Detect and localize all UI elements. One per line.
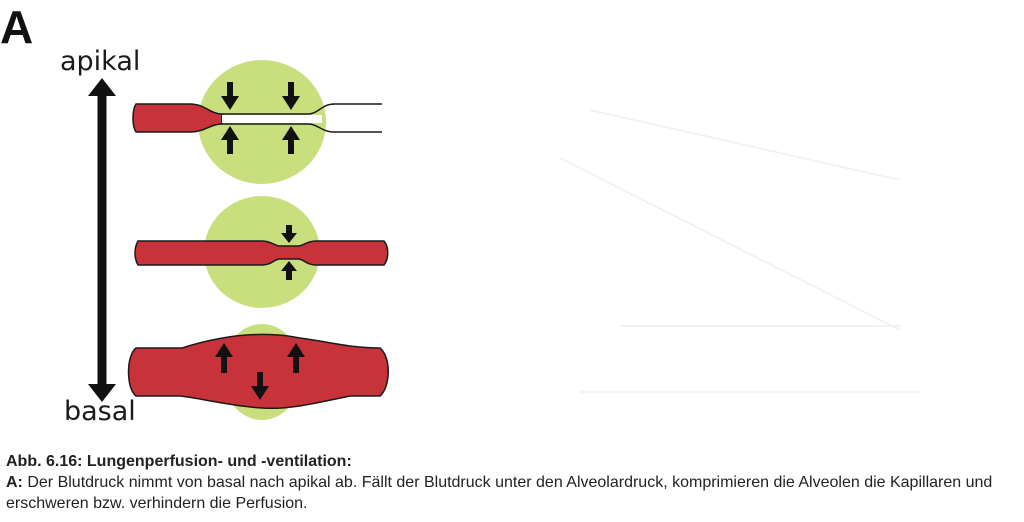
caption-body: A: Der Blutdruck nimmt von basal nach ap… bbox=[6, 472, 1022, 514]
faded-panel-b bbox=[559, 109, 920, 393]
axis-label-apikal: apikal bbox=[60, 46, 141, 77]
pressure-axis-arrow bbox=[88, 78, 116, 402]
pressure-arrows-middle bbox=[281, 225, 297, 280]
pressure-arrows-basal bbox=[215, 343, 305, 400]
panel-letter: A bbox=[0, 1, 34, 53]
caption-prefix: A: bbox=[6, 474, 23, 491]
caption-text: Der Blutdruck nimmt von basal nach apika… bbox=[6, 474, 993, 512]
pressure-arrows-apical bbox=[221, 82, 300, 154]
caption-title: Abb. 6.16: Lungenperfusion- und -ventila… bbox=[6, 453, 352, 470]
capillary-basal bbox=[127, 333, 389, 410]
figure-caption: Abb. 6.16: Lungenperfusion- und -ventila… bbox=[6, 451, 1022, 514]
capillary-apical bbox=[132, 103, 382, 133]
capillary-middle bbox=[134, 240, 389, 266]
axis-label-basal: basal bbox=[64, 396, 136, 427]
